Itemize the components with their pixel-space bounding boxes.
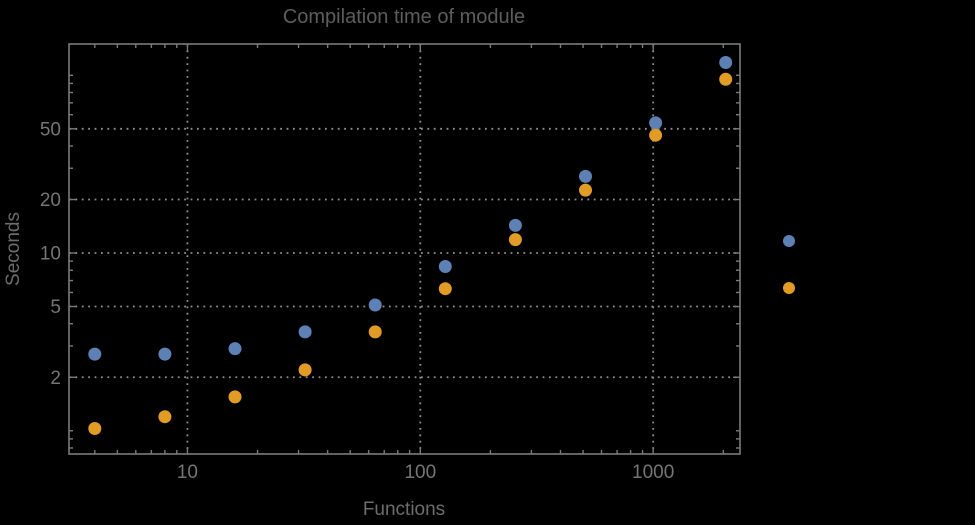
data-point-orange — [719, 72, 733, 86]
y-tick-label-2: 2 — [50, 368, 61, 389]
x-tick-label-1000: 1000 — [632, 462, 674, 483]
y-tick-label-5: 5 — [50, 297, 61, 318]
data-point-orange — [368, 325, 382, 339]
data-point-blue — [228, 342, 242, 356]
y-tick-label-50: 50 — [40, 119, 61, 140]
legend — [783, 235, 795, 294]
x-tick-label-100: 100 — [404, 462, 436, 483]
data-point-orange — [158, 410, 172, 424]
plot-frame — [68, 43, 741, 455]
data-point-blue — [508, 218, 522, 232]
chart-title: Compilation time of module — [283, 6, 525, 28]
legend-marker-2 — [783, 282, 795, 294]
data-point-orange — [508, 233, 522, 247]
legend-marker-1 — [783, 235, 795, 247]
data-point-orange — [579, 183, 592, 197]
data-points — [88, 56, 733, 435]
data-point-blue — [368, 298, 382, 312]
data-point-blue — [719, 56, 733, 69]
data-point-orange — [298, 363, 312, 377]
x-axis-label: Functions — [363, 499, 445, 520]
y-tick-label-10: 10 — [40, 244, 61, 265]
data-point-orange — [438, 282, 452, 296]
gridlines — [69, 44, 740, 454]
data-point-orange — [88, 422, 102, 435]
data-point-blue — [88, 347, 102, 361]
data-point-orange — [649, 128, 663, 142]
data-point-blue — [298, 325, 312, 339]
data-point-blue — [158, 347, 172, 361]
y-axis-label: Seconds — [3, 212, 24, 286]
axis-ticks — [69, 44, 740, 454]
data-point-blue — [438, 260, 452, 273]
y-tick-label-20: 20 — [40, 190, 61, 211]
tick-labels: 10 100 1000 2 5 10 20 50 — [40, 119, 674, 483]
data-point-blue — [579, 169, 592, 183]
data-point-blue — [649, 116, 663, 130]
data-point-orange — [228, 390, 242, 404]
x-tick-label-10: 10 — [177, 462, 198, 483]
